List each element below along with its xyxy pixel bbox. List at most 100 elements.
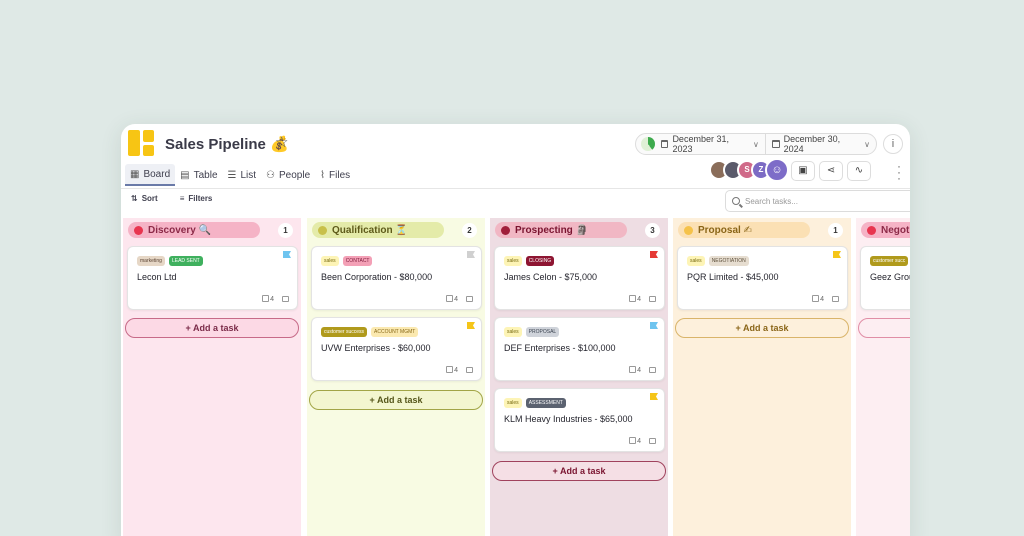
flag-icon[interactable] [650, 322, 658, 329]
tag-list: sales PROPOSAL [504, 327, 560, 337]
filters-button[interactable]: ≡ Filters [180, 194, 213, 203]
tag: sales [504, 256, 522, 266]
tag-list: sales ASSESSMENT [504, 398, 566, 408]
share-icon[interactable]: ⋖ [819, 161, 843, 181]
column-count: 3 [645, 223, 660, 238]
add-task-button[interactable] [858, 318, 910, 338]
tab-people[interactable]: ⚇ People [261, 164, 315, 186]
comment-icon[interactable] [649, 438, 656, 444]
checklist-value: 4 [454, 296, 458, 303]
status-dot-icon [318, 225, 327, 235]
tab-files[interactable]: ⌇ Files [315, 164, 355, 186]
info-icon[interactable]: i [883, 134, 903, 154]
comment-icon[interactable] [466, 367, 473, 373]
star-icon[interactable]: ☆ [275, 134, 289, 151]
comment-icon[interactable] [282, 296, 289, 302]
tag: sales [504, 327, 522, 337]
task-card[interactable]: sales ASSESSMENT KLM Heavy Industries - … [494, 388, 665, 452]
tab-label: Board [143, 168, 171, 180]
task-meta: 4 [629, 366, 656, 374]
flag-icon[interactable] [467, 322, 475, 329]
chevron-down-icon: ∨ [864, 139, 870, 149]
column-header[interactable]: Negot [861, 222, 910, 238]
start-date[interactable]: December 31, 2023 ∨ [655, 134, 765, 154]
calendar-icon [660, 140, 669, 148]
task-title: KLM Heavy Industries - $65,000 [504, 414, 633, 424]
column-title: Prospecting 🗿 [515, 224, 589, 236]
checklist-icon [629, 437, 637, 444]
tab-table[interactable]: ▤ Table [175, 164, 222, 186]
tab-label: People [279, 169, 311, 181]
comment-icon[interactable] [649, 296, 656, 302]
checklist-count: 4 [812, 295, 824, 303]
task-meta: 4 [629, 437, 656, 445]
paperclip-icon: ⌇ [320, 169, 326, 181]
task-title: UVW Enterprises - $60,000 [321, 343, 431, 353]
task-card[interactable]: marketing LEAD SENT Lecon Ltd 4 [127, 246, 298, 310]
add-task-button[interactable]: + Add a task [309, 390, 483, 410]
comment-icon[interactable] [832, 296, 839, 302]
activity-icon[interactable]: ∿ [847, 161, 871, 181]
checklist-value: 4 [270, 296, 274, 303]
status-dot-icon [867, 225, 876, 235]
progress-pie-icon [641, 137, 655, 151]
add-task-button[interactable]: + Add a task [675, 318, 849, 338]
add-member-icon[interactable]: ☺ [765, 158, 789, 182]
comment-icon[interactable] [649, 367, 656, 373]
search-placeholder: Search tasks... [745, 196, 798, 206]
filters-label: Filters [188, 194, 213, 203]
task-card[interactable]: customer succ Geez Grou [860, 246, 910, 310]
column-header[interactable]: Discovery 🔍 [128, 222, 260, 238]
tag: NEGOTIATION [708, 256, 749, 266]
add-task-button[interactable]: + Add a task [125, 318, 299, 338]
column-header[interactable]: Prospecting 🗿 [495, 222, 627, 238]
add-task-button[interactable]: + Add a task [492, 461, 666, 481]
task-title: Geez Grou [870, 272, 910, 282]
tab-list[interactable]: ☰ List [223, 164, 262, 186]
sort-button[interactable]: ⇅ Sort [131, 194, 158, 203]
checklist-icon [446, 366, 454, 373]
member-avatars[interactable]: S Z ☺ [709, 158, 789, 182]
tag: customer succ [870, 256, 909, 266]
embed-icon[interactable]: ▣ [791, 161, 815, 181]
checklist-value: 4 [820, 296, 824, 303]
checklist-icon [629, 366, 637, 373]
more-options-icon[interactable]: · · · [897, 159, 901, 185]
task-card[interactable]: customer success ACCOUNT MGMT UVW Enterp… [311, 317, 482, 381]
task-card[interactable]: sales CLOSING James Celon - $75,000 4 [494, 246, 665, 310]
checklist-count: 4 [446, 295, 458, 303]
flag-icon[interactable] [283, 251, 291, 258]
flag-icon[interactable] [833, 251, 841, 258]
tag-list: sales CLOSING [504, 256, 555, 266]
checklist-count: 4 [446, 366, 458, 374]
column-prospecting: Prospecting 🗿 3 sales CLOSING James Celo… [490, 218, 668, 536]
checklist-count: 4 [629, 295, 641, 303]
app-window: Sales Pipeline 💰 ☆ December 31, 2023 ∨ D… [121, 124, 910, 536]
end-date[interactable]: December 30, 2024 ∨ [764, 134, 876, 154]
column-title: Proposal ✍ [698, 224, 752, 236]
start-date-label: December 31, 2023 [672, 134, 729, 154]
tab-board[interactable]: ▦ Board [125, 164, 176, 186]
tag: sales [321, 256, 339, 266]
status-dot-icon [501, 225, 510, 235]
task-meta: 4 [446, 366, 473, 374]
checklist-count: 4 [262, 295, 274, 303]
task-card[interactable]: sales CONTACT Been Corporation - $80,000… [311, 246, 482, 310]
tab-label: Table [193, 169, 218, 181]
task-card[interactable]: sales PROPOSAL DEF Enterprises - $100,00… [494, 317, 665, 381]
flag-icon[interactable] [650, 393, 658, 400]
column-header[interactable]: Qualification ⏳ [312, 222, 444, 238]
tag: CONTACT [342, 256, 373, 266]
status-dot-icon [134, 225, 143, 235]
task-card[interactable]: sales NEGOTIATION PQR Limited - $45,000 … [677, 246, 848, 310]
comment-icon[interactable] [466, 296, 473, 302]
search-input[interactable]: Search tasks... [725, 190, 910, 212]
column-header[interactable]: Proposal ✍ [678, 222, 810, 238]
tag: sales [504, 398, 522, 408]
date-range-picker[interactable]: December 31, 2023 ∨ December 30, 2024 ∨ [635, 133, 877, 155]
flag-icon[interactable] [650, 251, 658, 258]
table-icon: ▤ [180, 169, 190, 181]
flag-icon[interactable] [467, 251, 475, 258]
checklist-count: 4 [629, 437, 641, 445]
checklist-value: 4 [637, 296, 641, 303]
